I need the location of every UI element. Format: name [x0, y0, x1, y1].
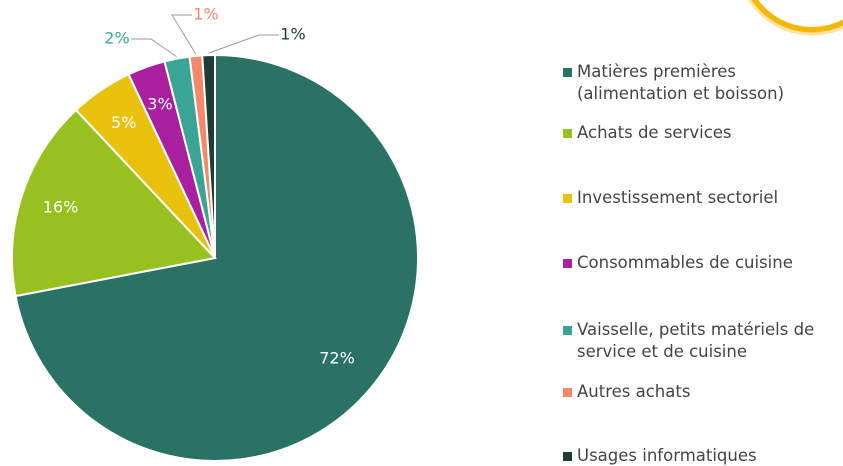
legend-label: Investissement sectoriel — [577, 188, 779, 207]
legend-item: Investissement sectoriel — [563, 187, 838, 209]
legend-item: Usages informatiques — [563, 445, 838, 466]
legend-label: Consommables de cuisine — [577, 253, 793, 272]
data-label: 2% — [104, 29, 129, 48]
leader-line — [131, 38, 177, 58]
legend-item: Matières premières (alimentation et bois… — [563, 61, 838, 105]
legend-swatch — [563, 326, 572, 335]
legend-swatch — [563, 194, 572, 203]
legend-swatch — [563, 259, 572, 268]
leader-line — [171, 14, 197, 55]
leader-line — [208, 34, 279, 54]
legend-swatch — [563, 68, 572, 77]
pie-slice — [14, 53, 419, 462]
pie-slice — [201, 53, 216, 259]
legend-item: Consommables de cuisine — [563, 252, 838, 274]
data-label: 5% — [111, 113, 136, 132]
legend-item: Vaisselle, petits matériels de service e… — [563, 319, 838, 363]
legend-label: Usages informatiques — [577, 446, 757, 465]
legend-swatch — [563, 129, 572, 138]
data-label: 1% — [193, 5, 218, 24]
data-label: 16% — [43, 197, 79, 216]
pie-slice — [11, 108, 217, 298]
legend-item: Autres achats — [563, 381, 838, 403]
legend-swatch — [563, 388, 572, 397]
decoration — [750, 0, 843, 33]
data-label: 3% — [147, 95, 172, 114]
legend-label: Autres achats — [577, 382, 691, 401]
legend-swatch — [563, 452, 572, 461]
legend-item: Achats de services — [563, 122, 838, 144]
data-label: 1% — [280, 25, 305, 44]
data-label: 72% — [319, 348, 355, 367]
decoration — [747, 0, 843, 36]
legend-label: Matières premières (alimentation et bois… — [577, 62, 785, 103]
legend-label: Achats de services — [577, 123, 732, 142]
legend-label: Vaisselle, petits matériels de service e… — [577, 320, 815, 361]
